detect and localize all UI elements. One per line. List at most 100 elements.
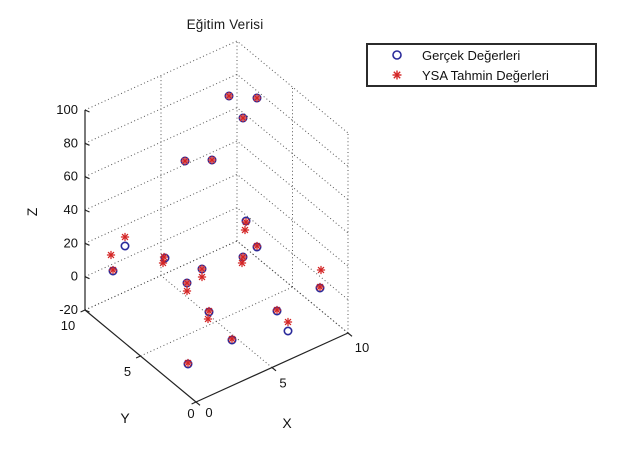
asterisk-stroke [316,283,324,291]
grid-line-floor-x [236,240,349,334]
asterisk-marker-icon [392,70,402,80]
y-tick-label: 10 [61,318,75,333]
z-tick-mark [84,209,90,213]
asterisk-stroke [198,273,206,281]
asterisk-stroke [181,157,189,165]
z-axis-label: Z [24,207,40,216]
grid-line-z [84,107,349,201]
scatter-circle-marker [120,241,130,251]
z-tick-mark [84,242,90,246]
z-tick-label: -20 [59,302,78,317]
scatter-asterisk-marker [158,258,168,268]
asterisk-stroke [273,306,281,314]
asterisk-stroke [239,114,247,122]
scatter-asterisk-marker [182,286,192,296]
scatter-asterisk-marker [203,314,213,324]
legend-item-predicted: YSA Tahmin Değerleri [368,65,595,85]
z-tick-label: 60 [64,169,78,184]
asterisk-stroke [107,251,115,259]
legend-item-actual: Gerçek Değerleri [368,45,595,65]
scatter-asterisk-marker [106,250,116,260]
scatter-asterisk-marker [207,155,217,165]
asterisk-stroke [284,318,292,326]
z-tick-label: 80 [64,135,78,150]
grid-line-floor-y [84,240,238,311]
chart-title: Eğitim Verisi [186,17,264,32]
scatter-circle-marker [283,326,293,336]
scatter-asterisk-marker [180,156,190,166]
asterisk-stroke [204,315,212,323]
z-tick-label: 0 [71,269,78,284]
scatter-asterisk-marker [316,265,326,275]
scatter-asterisk-marker [224,91,234,101]
y-tick-label: 5 [124,364,131,379]
x-tick-label: 0 [205,405,212,420]
asterisk-stroke [184,359,192,367]
grid-line-z [84,173,349,267]
scatter-asterisk-marker [252,241,262,251]
grid-line-z [84,73,349,167]
legend-label-predicted: YSA Tahmin Değerleri [422,67,549,83]
asterisk-stroke [159,259,167,267]
x-tick-mark [271,367,277,372]
asterisk-stroke [238,259,246,267]
asterisk-stroke [242,218,250,226]
asterisk-stroke [208,156,216,164]
asterisk-stroke [160,253,168,261]
asterisk-stroke [317,266,325,274]
scatter-asterisk-marker [241,217,251,227]
asterisk-stroke [121,233,129,241]
grid-line-z [84,140,349,234]
scatter-asterisk-marker [238,113,248,123]
grid-line-z [84,240,349,334]
scatter-asterisk-marker [159,252,169,262]
asterisk-stroke [109,266,117,274]
asterisk-stroke [183,287,191,295]
scatter-asterisk-marker [197,272,207,282]
y-tick-mark [135,355,141,359]
x-tick-label: 5 [279,376,286,391]
x-axis-label: X [282,415,292,431]
x-tick-mark [195,401,201,406]
z-tick-label: 20 [64,235,78,250]
legend-label-actual: Gerçek Değerleri [422,47,521,63]
scatter-asterisk-marker [252,93,262,103]
asterisk-stroke [228,335,236,343]
asterisk-stroke [253,242,261,250]
asterisk-stroke [198,265,206,273]
scatter-asterisk-marker [197,264,207,274]
legend-box[interactable]: Gerçek Değerleri YSA Tahmin Değerleri [366,43,597,87]
y-tick-mark [191,401,197,405]
scatter-asterisk-marker [227,334,237,344]
asterisk-stroke [205,307,213,315]
scatter-asterisk-marker [237,258,247,268]
grid-line-z [84,40,349,134]
scatter-asterisk-marker [183,358,193,368]
y-axis-label: Y [120,410,130,426]
scatter-asterisk-marker [283,317,293,327]
z-tick-mark [84,109,90,113]
y-tick-mark [80,309,86,313]
scatter-asterisk-marker [120,232,130,242]
z-tick-label: 100 [56,102,78,117]
z-tick-mark [84,276,90,280]
z-tick-mark [84,176,90,180]
scatter-asterisk-marker [240,225,250,235]
z-tick-mark [84,142,90,146]
scatter-asterisk-marker [108,265,118,275]
scatter-asterisk-marker [238,252,248,262]
z-tick-label: 40 [64,202,78,217]
x-tick-mark [347,332,353,337]
asterisk-stroke [241,226,249,234]
scatter-asterisk-marker [182,278,192,288]
circle-marker-icon [392,50,402,60]
asterisk-stroke [183,279,191,287]
asterisk-stroke [239,253,247,261]
x-tick-label: 10 [355,340,369,355]
grid-line-floor-y [140,286,293,357]
z-tick-mark [84,309,90,313]
scatter-asterisk-marker [315,282,325,292]
scatter-asterisk-marker [204,306,214,316]
